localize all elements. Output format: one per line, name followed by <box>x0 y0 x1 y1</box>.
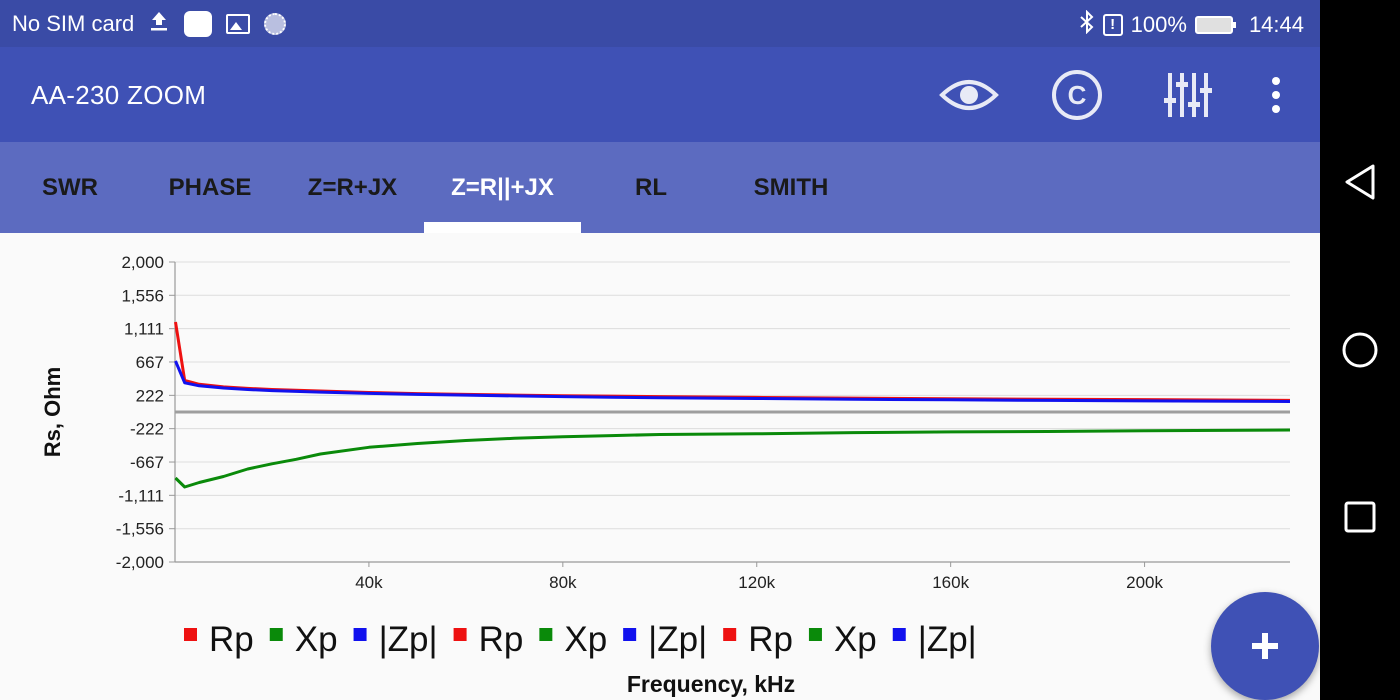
notification-square-icon <box>184 11 213 37</box>
back-button[interactable] <box>1338 160 1382 204</box>
image-icon <box>226 14 251 34</box>
overflow-menu-button[interactable] <box>1246 67 1306 123</box>
copyright-icon: C <box>1052 70 1102 120</box>
tab-z-parallel[interactable]: Z=R||+JX <box>451 174 554 201</box>
x-tick-label: 200k <box>1126 573 1163 592</box>
series-line-zp <box>174 360 1291 403</box>
tab-swr[interactable]: SWR <box>42 174 98 201</box>
app-title: AA-230 ZOOM <box>31 80 207 110</box>
legend-label: Rp <box>748 620 793 659</box>
sync-icon <box>264 13 287 35</box>
recents-button[interactable] <box>1338 495 1382 539</box>
legend-label: Rp <box>209 620 254 659</box>
legend-label: Xp <box>564 620 607 659</box>
eye-icon <box>939 80 999 110</box>
legend-swatch <box>269 628 283 641</box>
tab-smith[interactable]: SMITH <box>753 174 829 201</box>
y-tick-label: -667 <box>130 453 164 472</box>
bluetooth-icon <box>1079 9 1095 40</box>
legend-swatch <box>892 628 906 641</box>
legend-swatch <box>808 628 822 641</box>
more-vert-icon <box>1272 77 1280 113</box>
active-tab-indicator <box>424 222 581 233</box>
legend-swatch <box>539 628 553 641</box>
impedance-chart[interactable]: 2,000 1,556 1,111 667 222 -222 -667 -1,111 -1,55… <box>0 233 1320 700</box>
y-tick-label: -222 <box>130 420 164 439</box>
tab-rl[interactable]: RL <box>635 174 667 201</box>
legend-swatch <box>184 628 197 641</box>
x-tick-label: 40k <box>355 573 383 592</box>
series-line-xp <box>174 428 1291 489</box>
x-tick-label: 120k <box>738 573 775 592</box>
app-screen: No SIM card ! 100% 14:44 AA-230 ZOOM <box>0 0 1320 700</box>
legend-label: Xp <box>834 620 877 659</box>
x-tick-label: 80k <box>549 573 577 592</box>
settings-button[interactable] <box>1157 67 1217 123</box>
plus-icon <box>1252 633 1278 659</box>
y-tick-label: 1,111 <box>124 320 164 339</box>
legend-label: |Zp| <box>379 620 438 659</box>
home-icon <box>1342 332 1378 368</box>
equalizer-icon <box>1164 73 1212 117</box>
status-bar: No SIM card ! 100% 14:44 <box>0 0 1320 47</box>
y-tick-label: -2,000 <box>116 553 164 572</box>
calibration-button[interactable]: C <box>1047 67 1107 123</box>
add-marker-button[interactable] <box>1211 592 1319 700</box>
clock: 14:44 <box>1248 12 1304 37</box>
x-axis-label: Frequency, kHz <box>627 671 795 697</box>
legend-swatch <box>623 628 637 641</box>
app-bar: AA-230 ZOOM C <box>0 47 1320 142</box>
y-tick-label: 2,000 <box>121 253 164 272</box>
battery-percent: 100% <box>1130 12 1187 37</box>
legend-swatch <box>353 628 367 641</box>
y-tick-label: -1,556 <box>116 520 164 539</box>
y-axis-label: Rs, Ohm <box>40 367 65 457</box>
chart-area[interactable]: 2,000 1,556 1,111 667 222 -222 -667 -1,111 -1,55… <box>0 233 1320 700</box>
legend-label: Rp <box>479 620 524 659</box>
upload-icon <box>148 10 170 38</box>
tab-z-series[interactable]: Z=R+JX <box>307 174 398 201</box>
legend-label: Xp <box>295 620 338 659</box>
tab-phase[interactable]: PHASE <box>168 174 252 201</box>
carrier-label: No SIM card <box>12 11 135 36</box>
svg-text:C: C <box>1068 80 1087 110</box>
y-tick-label: 667 <box>136 353 164 372</box>
eye-button[interactable] <box>939 67 999 123</box>
series-line-rp <box>174 321 1291 402</box>
y-tick-label: 1,556 <box>121 286 164 305</box>
system-nav-bar <box>1320 0 1400 700</box>
home-button[interactable] <box>1338 328 1382 372</box>
recents-icon <box>1344 501 1376 533</box>
legend-label: |Zp| <box>648 620 707 659</box>
tab-bar: SWR PHASE Z=R+JX Z=R||+JX RL SMITH <box>0 142 1320 233</box>
back-icon <box>1345 164 1375 200</box>
battery-icon <box>1194 16 1236 34</box>
alert-icon: ! <box>1102 14 1123 36</box>
legend-label: |Zp| <box>918 620 977 659</box>
y-tick-label: 222 <box>136 386 164 405</box>
y-tick-label: -1,111 <box>118 486 164 505</box>
legend-swatch <box>453 628 467 641</box>
x-tick-label: 160k <box>932 573 969 592</box>
legend-swatch <box>723 628 737 641</box>
